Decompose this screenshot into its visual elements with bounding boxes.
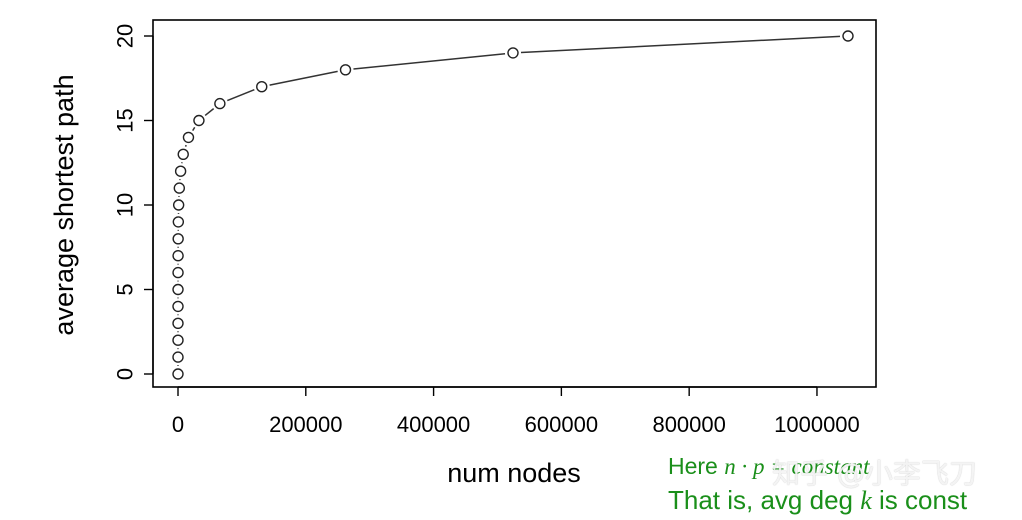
y-tick-label: 5 [113, 283, 138, 295]
data-point [214, 97, 226, 110]
x-axis-title: num nodes [447, 458, 581, 488]
annotation-line-2-text: That is, avg deg [668, 485, 861, 515]
data-point [173, 182, 186, 194]
data-point [842, 30, 854, 42]
series-segment [520, 35, 841, 54]
y-tick-label: 10 [113, 193, 138, 217]
data-point [177, 148, 189, 161]
data-point [172, 351, 184, 363]
series-segment [227, 88, 255, 102]
y-tick-label: 20 [113, 24, 138, 48]
annotation-line-2-suffix: is const [871, 485, 968, 515]
x-tick-label: 1000000 [774, 412, 860, 437]
y-tick-label: 0 [113, 368, 138, 380]
data-point [507, 47, 519, 59]
data-point [193, 114, 205, 127]
y-axis-title: average shortest path [49, 74, 79, 335]
data-point [256, 80, 268, 93]
series-segment [353, 52, 506, 70]
data-point [174, 165, 187, 177]
plot-frame [152, 19, 877, 388]
data-point [172, 368, 184, 380]
series-line [172, 30, 854, 380]
x-axis: 0 200000 400000 600000 800000 1000000 [172, 386, 860, 437]
data-point [172, 317, 184, 329]
data-point [172, 216, 185, 228]
y-tick-label: 15 [113, 108, 138, 132]
annotation-line-2-math: k [860, 486, 872, 515]
data-point [172, 283, 184, 296]
annotation-line-1-math: n · p = constant [724, 454, 870, 479]
x-tick-label: 600000 [525, 412, 598, 437]
x-tick-label: 200000 [269, 412, 342, 437]
annotation-line-1-text: Here [668, 453, 725, 479]
data-point [172, 300, 184, 313]
series-segment [204, 108, 215, 117]
data-point [172, 334, 184, 346]
data-point [172, 199, 185, 211]
data-point [182, 131, 195, 144]
annotation-line-1: Here n · p = constant [668, 453, 869, 480]
x-tick-label: 400000 [397, 412, 470, 437]
series-segment [269, 70, 338, 86]
data-point [172, 233, 184, 245]
data-point [172, 266, 184, 279]
x-tick-label: 800000 [652, 412, 725, 437]
series-segment [192, 126, 196, 131]
data-point [172, 249, 184, 262]
data-point [339, 64, 352, 76]
x-tick-label: 0 [172, 412, 184, 437]
y-axis: 0 5 10 15 20 [113, 24, 154, 380]
annotation-line-2: That is, avg deg k is const [668, 485, 967, 516]
series-segment [184, 144, 187, 147]
